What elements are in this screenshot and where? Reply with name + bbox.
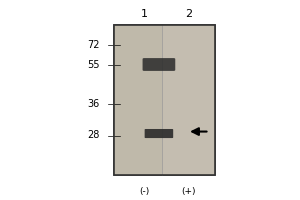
FancyBboxPatch shape bbox=[114, 25, 162, 175]
Text: 72: 72 bbox=[87, 40, 100, 50]
Text: 2: 2 bbox=[185, 9, 192, 19]
Text: (-): (-) bbox=[139, 187, 149, 196]
FancyBboxPatch shape bbox=[145, 129, 173, 138]
FancyBboxPatch shape bbox=[162, 25, 215, 175]
FancyBboxPatch shape bbox=[114, 25, 215, 175]
Text: 1: 1 bbox=[141, 9, 148, 19]
FancyBboxPatch shape bbox=[142, 58, 175, 71]
Text: 55: 55 bbox=[87, 60, 100, 70]
Text: (+): (+) bbox=[182, 187, 196, 196]
Text: 28: 28 bbox=[87, 130, 100, 140]
Text: 36: 36 bbox=[87, 99, 100, 109]
